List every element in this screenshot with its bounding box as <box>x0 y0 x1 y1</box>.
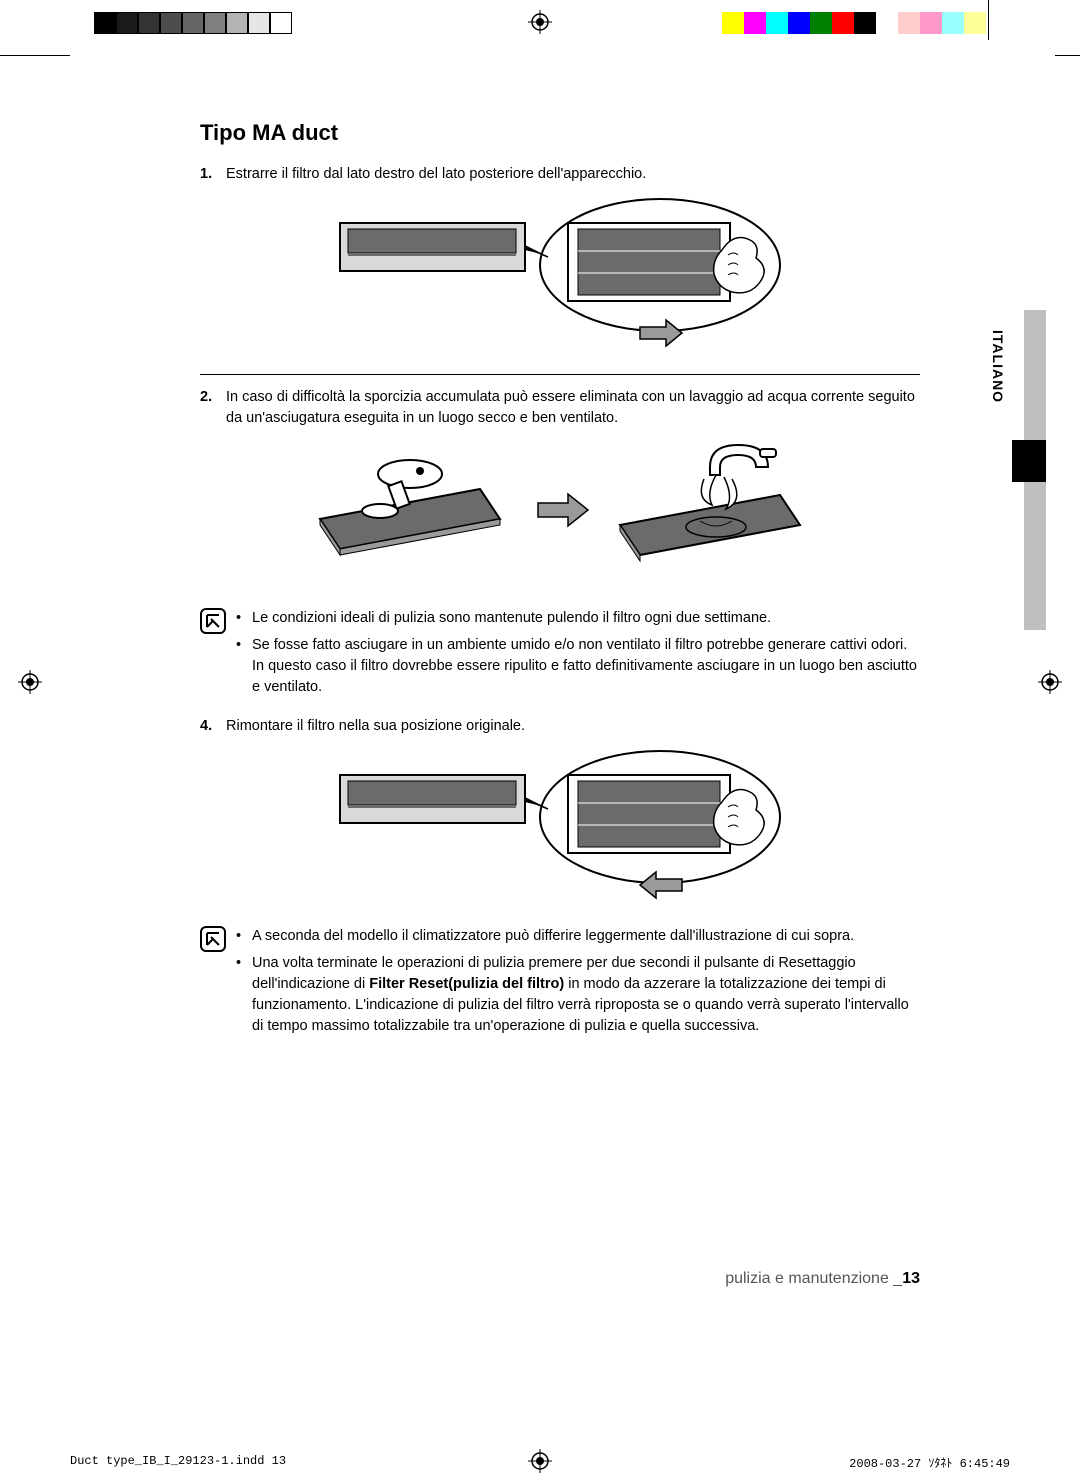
footer-page: 13 <box>902 1270 920 1287</box>
step-1: 1. Estrarre il filtro dal lato destro de… <box>200 164 920 185</box>
note-bullet: Se fosse fatto asciugare in un ambiente … <box>236 635 920 698</box>
language-tab: ITALIANO <box>986 310 1046 630</box>
color-bar-left <box>94 12 292 34</box>
note-bullet: Le condizioni ideali di pulizia sono man… <box>236 608 920 629</box>
figure-extract-filter <box>200 195 920 360</box>
imprint-file: Duct type_IB_I_29123-1.indd 13 <box>70 1454 286 1471</box>
step-text: Rimontare il filtro nella sua posizione … <box>226 716 920 737</box>
page-content: Tipo MA duct 1. Estrarre il filtro dal l… <box>200 120 920 1055</box>
figure-reinstall-filter <box>200 747 920 912</box>
registration-mark-icon <box>1038 670 1062 694</box>
step-number: 1. <box>200 164 226 185</box>
note-icon <box>200 608 226 634</box>
language-label: ITALIANO <box>990 330 1006 403</box>
figure-clean-filter <box>200 439 920 594</box>
note-icon <box>200 926 226 952</box>
page-footer: pulizia e manutenzione _13 <box>200 1270 920 1288</box>
note-bullet: A seconda del modello il climatizzatore … <box>236 926 920 947</box>
crop-line <box>0 55 70 56</box>
divider <box>200 374 920 375</box>
note-bullet: Una volta terminate le operazioni di pul… <box>236 953 920 1037</box>
step-2: 2. In caso di difficoltà la sporcizia ac… <box>200 387 920 429</box>
crop-line <box>988 0 989 40</box>
note-block-2: A seconda del modello il climatizzatore … <box>200 926 920 1043</box>
registration-mark-icon <box>18 670 42 694</box>
step-number: 2. <box>200 387 226 429</box>
footer-section: pulizia e manutenzione _ <box>725 1270 902 1287</box>
step-text: In caso di difficoltà la sporcizia accum… <box>226 387 920 429</box>
registration-mark-icon <box>528 10 552 34</box>
tab-marker <box>1012 440 1046 482</box>
crop-line <box>1055 55 1080 56</box>
note-list: A seconda del modello il climatizzatore … <box>236 926 920 1043</box>
note-block-1: Le condizioni ideali di pulizia sono man… <box>200 608 920 704</box>
imprint-date: 2008-03-27 ｿﾀﾈﾄ 6:45:49 <box>849 1454 1010 1471</box>
step-number: 4. <box>200 716 226 737</box>
color-bar-right <box>722 12 986 34</box>
note-bold: Filter Reset(pulizia del filtro) <box>369 976 564 992</box>
note-list: Le condizioni ideali di pulizia sono man… <box>236 608 920 704</box>
imprint: Duct type_IB_I_29123-1.indd 13 2008-03-2… <box>70 1454 1010 1471</box>
step-4: 4. Rimontare il filtro nella sua posizio… <box>200 716 920 737</box>
page-title: Tipo MA duct <box>200 120 920 146</box>
step-text: Estrarre il filtro dal lato destro del l… <box>226 164 920 185</box>
